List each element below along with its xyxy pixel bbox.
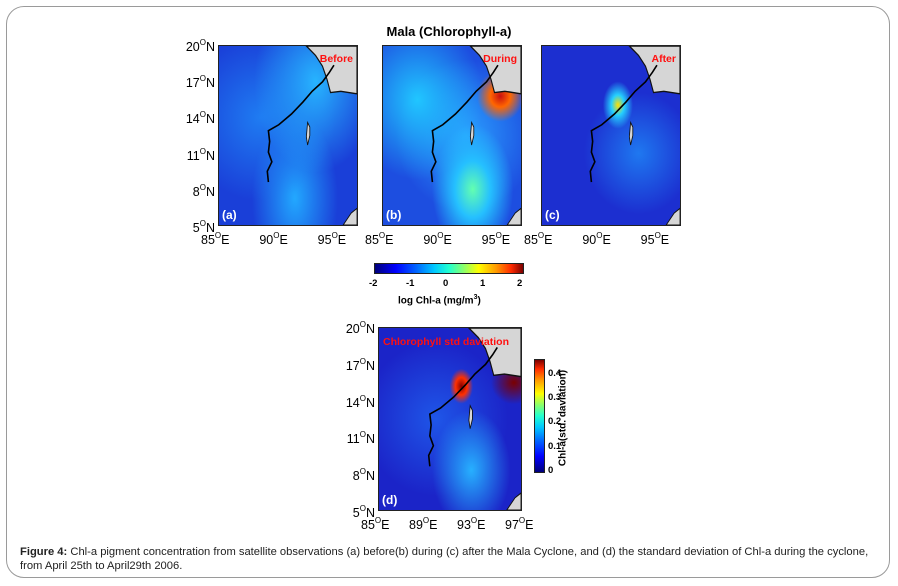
lon-tick: 85OE (361, 516, 390, 532)
lat-tick: 5ON (192, 219, 215, 235)
lon-tick: 85OE (365, 231, 394, 247)
lat-tick: 20ON (185, 38, 215, 54)
map-panel-d: (d) Chlorophyll std daviation (378, 327, 522, 511)
cyclone-track (267, 65, 334, 182)
map-panel-c: (c) After (541, 45, 681, 226)
chl-colorbar-label: log Chl-a (mg/m3) (398, 294, 481, 307)
std-colorbar-tick: 0.1 (548, 440, 562, 452)
cyclone-track (590, 65, 657, 182)
lat-tick: 20ON (345, 320, 375, 336)
figure-frame (6, 6, 890, 578)
map-panel-a: (a) Before (218, 45, 358, 226)
cyclone-track (429, 347, 498, 466)
chl-colorbar-tick: -2 (369, 278, 378, 289)
cyclone-track (431, 65, 498, 182)
figure-title: Mala (Chlorophyll-a) (386, 24, 512, 39)
lon-tick: 93OE (457, 516, 486, 532)
lat-tick: 14ON (345, 393, 375, 410)
lon-tick: 95OE (481, 231, 511, 247)
lat-tick: 17ON (345, 356, 375, 373)
std-colorbar-tick: 0 (548, 465, 554, 476)
andaman-islands (469, 120, 475, 146)
lat-tick: 14ON (185, 110, 215, 127)
land-mass-south (342, 207, 357, 225)
land-mass-south (506, 492, 521, 510)
panel-tag: (d) (382, 493, 398, 507)
andaman-islands (468, 404, 473, 429)
panel-condition-label: Chlorophyll std daviation (383, 336, 510, 348)
lon-tick: 85OE (524, 231, 553, 247)
chl-colorbar-tick: 2 (517, 278, 523, 289)
map-panel-b: (b) During (382, 45, 522, 226)
chl-colorbar-tick: 1 (480, 278, 486, 289)
lat-tick: 8ON (352, 467, 375, 484)
lon-tick: 95OE (640, 231, 670, 247)
lon-tick: 95OE (317, 231, 347, 247)
lat-tick: 17ON (185, 74, 215, 91)
std-colorbar (534, 359, 545, 473)
lat-tick: 11ON (186, 146, 215, 163)
chl-colorbar (374, 263, 524, 274)
andaman-islands (305, 120, 311, 146)
panel-tag: (a) (222, 208, 237, 222)
std-colorbar-tick: 0.3 (548, 391, 562, 403)
std-colorbar-label: Chl-a(std. daviation) (557, 369, 569, 467)
lon-tick: 90OE (582, 231, 611, 247)
panel-condition-label: Before (319, 53, 353, 65)
lat-tick: 8ON (192, 182, 215, 199)
land-mass-south (665, 207, 680, 225)
panel-condition-label: During (483, 53, 517, 65)
lon-tick: 89OE (409, 516, 438, 532)
panel-tag: (b) (386, 208, 402, 222)
chl-colorbar-tick: -1 (406, 278, 415, 289)
figure-caption: Figure 4: Chl-a pigment concentration fr… (20, 546, 869, 572)
panel-condition-label: After (651, 53, 676, 65)
lat-tick: 11ON (346, 430, 375, 447)
std-colorbar-tick: 0.4 (548, 367, 562, 379)
chl-colorbar-tick: 0 (443, 278, 449, 289)
andaman-islands (628, 120, 634, 146)
lon-tick: 85OE (201, 231, 230, 247)
std-colorbar-tick: 0.2 (548, 416, 562, 428)
lon-tick: 90OE (259, 231, 288, 247)
land-mass-south (506, 207, 521, 225)
lon-tick: 90OE (423, 231, 452, 247)
lon-tick: 97OE (505, 516, 534, 532)
panel-tag: (c) (545, 208, 560, 222)
lat-tick: 5ON (352, 504, 375, 520)
